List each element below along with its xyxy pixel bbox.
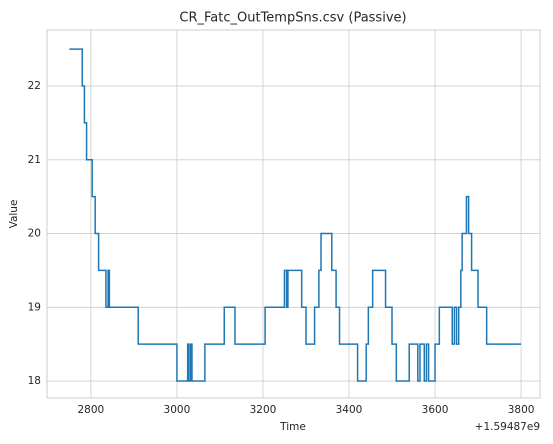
- x-tick-label: 3400: [336, 404, 363, 416]
- x-tick-label: 3200: [250, 404, 277, 416]
- x-tick-label: 2800: [78, 404, 105, 416]
- y-tick-label: 22: [28, 80, 41, 92]
- y-axis-label: Value: [8, 200, 20, 229]
- y-tick-label: 21: [28, 154, 41, 166]
- y-tick-label: 20: [28, 228, 41, 240]
- chart-title: CR_Fatc_OutTempSns.csv (Passive): [179, 11, 406, 26]
- data-line: [69, 48, 522, 382]
- x-tick-label: 3000: [164, 404, 191, 416]
- y-tick-label: 18: [28, 375, 41, 387]
- x-tick-label: 3800: [508, 404, 535, 416]
- x-offset-label: +1.59487e9: [475, 421, 540, 433]
- y-tick-label: 19: [28, 301, 41, 313]
- plot-area: [46, 29, 541, 399]
- x-tick-label: 3600: [422, 404, 449, 416]
- x-axis-label: Time: [279, 421, 306, 433]
